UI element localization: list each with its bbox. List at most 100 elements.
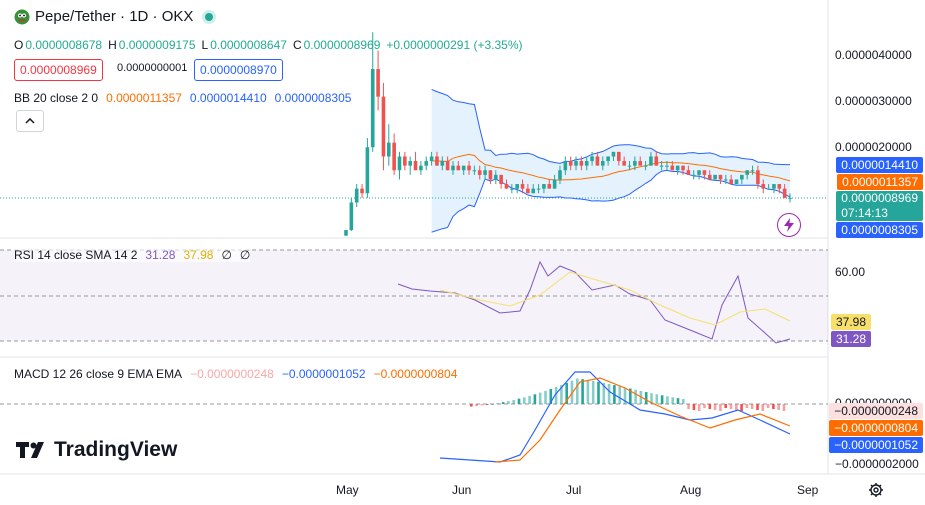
candle-body (649, 156, 653, 166)
bb-legend-name: BB 20 close 2 0 (14, 91, 99, 105)
candle-body (510, 188, 514, 190)
macd-hist-bar (713, 404, 717, 410)
candle-body (681, 165, 685, 171)
candle-body (702, 170, 707, 175)
candle-body (515, 184, 519, 189)
candle-body (435, 156, 439, 166)
macd-hist-bar (544, 390, 547, 404)
macd-hist-tag: −0.0000000248 (829, 403, 923, 419)
rsi-sma-value: 37.98 (183, 248, 214, 262)
macd-hist-bar (523, 397, 526, 404)
candle-body (574, 161, 578, 166)
bb-legend[interactable]: BB 20 close 2 0 0.0000011357 0.000001441… (14, 91, 351, 105)
candle-body (392, 142, 396, 171)
candle-body (611, 151, 616, 157)
candle-body (419, 165, 423, 171)
candle-body (376, 69, 380, 97)
bb-basis-line (431, 153, 791, 182)
h-value: 0.0000009175 (118, 38, 196, 52)
candle-body (568, 161, 573, 166)
candle-body (360, 188, 364, 194)
candle-body (493, 174, 498, 180)
candle-body (766, 188, 771, 190)
candle-body (579, 161, 584, 166)
ohlc-row: O 0.0000008678 H 0.0000009175 L 0.000000864… (14, 38, 523, 52)
time-tick: Jul (566, 483, 582, 497)
candle-body (734, 179, 739, 185)
candle-body (563, 161, 568, 171)
market-open-icon (205, 12, 214, 21)
macd-hist-bar (549, 388, 553, 404)
candle-body (788, 197, 792, 199)
macd-line-value: −0.0000001052 (281, 367, 366, 381)
macd-hist-bar (501, 402, 505, 404)
candle-body (724, 179, 728, 181)
bb-upper-tag: 0.0000014410 (836, 157, 923, 173)
macd-hist-bar (634, 389, 637, 404)
rsi-legend-name: RSI 14 close SMA 14 2 (14, 248, 138, 262)
rsi-tag: 31.28 (830, 331, 871, 347)
macd-hist-bar (745, 404, 749, 408)
macd-signal-line (494, 377, 791, 463)
macd-hist-bar (724, 404, 727, 408)
candle-body (584, 161, 589, 166)
macd-hist-bar (581, 379, 584, 404)
candle-body (627, 165, 632, 167)
candle-body (354, 188, 359, 203)
candle-body (665, 165, 669, 167)
candle-body (782, 188, 787, 198)
price-tick: 0.0000020000 (835, 140, 912, 154)
last-price-value: 0.0000008969 (841, 191, 918, 205)
tradingview-logo: TradingView (16, 438, 177, 462)
time-tick: Aug (680, 483, 702, 497)
macd-hist-bar (485, 404, 489, 405)
candle-body (488, 170, 493, 180)
macd-hist-bar (565, 382, 568, 404)
rsi-legend[interactable]: RSI 14 close SMA 14 2 31.28 37.98 ∅ ∅ (14, 248, 251, 262)
candle-body (403, 156, 407, 166)
candle-body (365, 147, 370, 194)
bb-fill (431, 89, 790, 233)
time-tick: Sep (797, 483, 819, 497)
rsi-sma-tag: 37.98 (830, 314, 871, 330)
macd-signal-value: −0.0000000804 (373, 367, 458, 381)
bar-countdown: 07:14:13 (841, 206, 888, 220)
candle-body (643, 165, 648, 167)
macd-hist-bar (697, 404, 701, 411)
candle-body (536, 188, 541, 190)
macd-hist-value: −0.0000000248 (190, 367, 274, 381)
candle-body (595, 156, 600, 166)
settings-gear-icon[interactable] (868, 482, 884, 503)
candle-body (504, 184, 509, 189)
macd-legend[interactable]: MACD 12 26 close 9 EMA EMA −0.0000000248… (14, 367, 457, 381)
macd-hist-bar (538, 392, 542, 404)
price-tick: 0.0000030000 (835, 94, 912, 108)
macd-hist-bar (629, 388, 632, 404)
candle-body (654, 156, 659, 166)
c-label: C (292, 38, 302, 52)
candle-body (520, 184, 525, 189)
time-tick: May (336, 483, 359, 497)
macd-hist-bar (528, 395, 531, 404)
spread-value: 0.0000000001 (117, 62, 188, 74)
candle-body (467, 165, 471, 171)
macd-hist-bar (607, 383, 611, 404)
symbol-header[interactable]: Pepe/Tether · 1D · OKX (14, 8, 214, 25)
sell-button[interactable]: 0.0000008969 (14, 59, 103, 81)
macd-legend-name: MACD 12 26 close 9 EMA EMA (14, 367, 183, 381)
alert-lightning-icon[interactable] (777, 213, 801, 237)
candle-body (344, 230, 348, 236)
collapse-legend-button[interactable] (16, 110, 44, 132)
macd-hist-bar (507, 401, 510, 404)
candle-body (691, 174, 696, 176)
l-label: L (201, 38, 209, 52)
rsi-extra-1: ∅ (221, 248, 232, 262)
bb-lower-tag: 0.0000008305 (836, 222, 923, 238)
macd-hist-bar (655, 394, 659, 404)
macd-line-tag: −0.0000001052 (829, 437, 923, 453)
buy-button[interactable]: 0.0000008970 (194, 59, 283, 81)
candle-body (483, 170, 487, 175)
candle-body (429, 156, 434, 162)
candle-body (424, 161, 429, 166)
